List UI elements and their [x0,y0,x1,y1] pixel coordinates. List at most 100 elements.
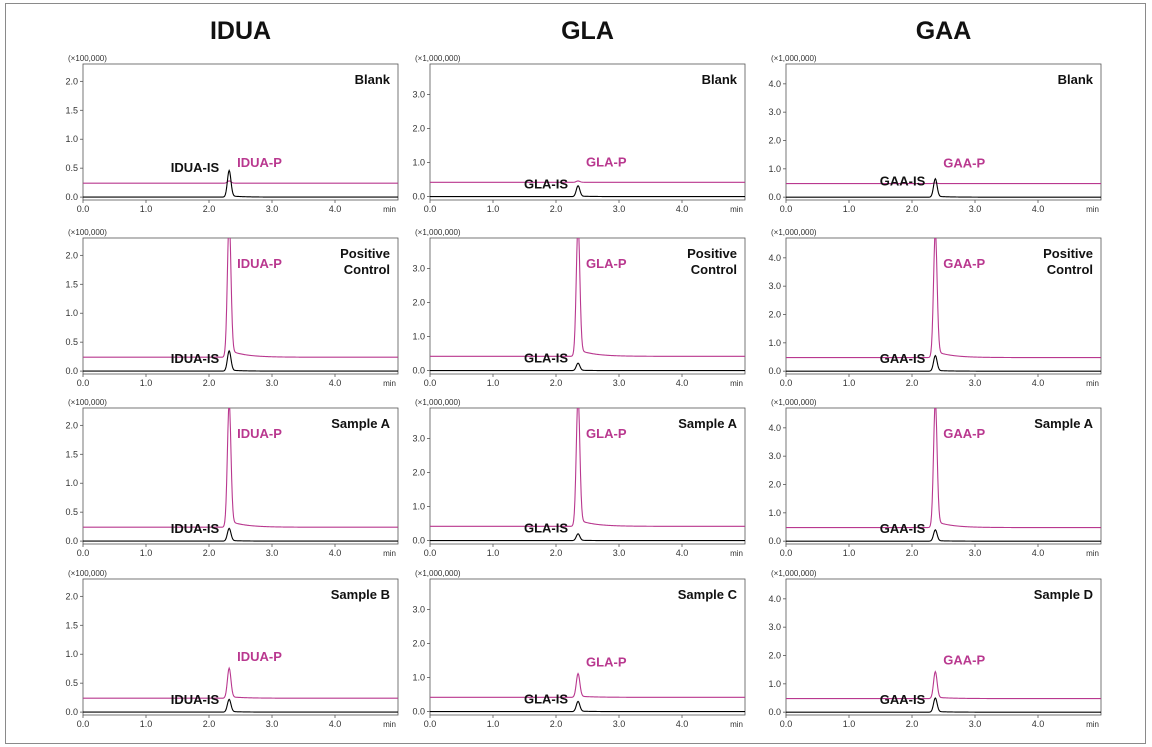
column-title-gaa: GAA [916,17,972,45]
y-tick-label-idua-r2: 1.5 [65,279,78,289]
y-tick-label-gla-r2: 0.0 [412,366,425,376]
x-tick-label-idua-r4: 3.0 [266,719,279,729]
x-tick-label-gaa-r4: 1.0 [843,719,856,729]
series-internal-standard-gla-r1 [430,184,745,198]
y-tick-label-gaa-r1: 0.0 [768,192,781,202]
x-tick-label-gla-r2: 0.0 [424,378,437,388]
y-tick-label-gla-r3: 3.0 [412,434,425,444]
y-tick-label-gla-r4: 3.0 [412,605,425,615]
y-tick-label-gla-r4: 2.0 [412,639,425,649]
condition-label-gla-r3: Sample A [678,416,737,431]
plot-area-gla-r2 [429,237,746,375]
p-peak-label-gla-r1: GLA-P [586,154,627,169]
x-tick-label-gaa-r1: 0.0 [780,204,793,214]
x-unit-gaa-r4: min [1086,720,1099,729]
series-internal-standard-gaa-r3 [786,529,1101,542]
y-tick-label-idua-r4: 0.5 [65,678,78,688]
x-tick-label-gla-r2: 4.0 [676,378,689,388]
x-tick-label-idua-r4: 0.0 [77,719,90,729]
is-peak-label-gla-r2: GLA-IS [524,351,568,366]
condition-label-gla-r2: Positive [687,246,737,261]
x-unit-idua-r2: min [383,379,396,388]
x-tick-label-gla-r3: 1.0 [487,548,500,558]
plot-area-gaa-r1 [785,63,1102,201]
series-product-idua-r3 [83,408,398,528]
y-tick-label-gaa-r4: 1.0 [768,679,781,689]
is-peak-label-gaa-r2: GAA-IS [880,351,926,366]
y-tick-label-gla-r3: 2.0 [412,468,425,478]
is-peak-label-gla-r3: GLA-IS [524,521,568,536]
x-tick-label-gaa-r3: 3.0 [969,548,982,558]
series-internal-standard-gla-r4 [430,700,745,713]
x-unit-gla-r4: min [730,720,743,729]
y-multiplier-gaa-r4: (×1,000,000) [771,569,817,578]
p-peak-label-idua-r2: IDUA-P [237,256,282,271]
x-tick-label-gaa-r1: 1.0 [843,204,856,214]
condition-label-gaa-r2: Positive [1043,246,1093,261]
y-tick-label-idua-r4: 1.0 [65,649,78,659]
x-tick-label-gla-r3: 0.0 [424,548,437,558]
y-tick-label-idua-r2: 1.0 [65,308,78,318]
y-multiplier-idua-r4: (×100,000) [68,569,107,578]
p-peak-label-idua-r4: IDUA-P [237,649,282,664]
y-tick-label-gla-r1: 0.0 [412,192,425,202]
plot-area-idua-r4 [82,578,399,716]
x-tick-label-gla-r4: 3.0 [613,719,626,729]
y-tick-label-gla-r1: 1.0 [412,158,425,168]
series-product-idua-r4 [83,666,398,699]
is-peak-label-idua-r3: IDUA-IS [171,521,220,536]
y-tick-label-gaa-r4: 0.0 [768,707,781,717]
y-tick-label-gla-r4: 1.0 [412,673,425,683]
x-tick-label-idua-r4: 4.0 [329,719,342,729]
x-tick-label-idua-r1: 0.0 [77,204,90,214]
condition-label-gaa-r4: Sample D [1034,587,1093,602]
series-internal-standard-gaa-r1 [786,177,1101,198]
x-tick-label-idua-r2: 3.0 [266,378,279,388]
y-tick-label-idua-r1: 0.5 [65,163,78,173]
y-tick-label-idua-r2: 0.5 [65,337,78,347]
condition-label-gla-r1: Blank [702,72,738,87]
x-tick-label-gla-r4: 2.0 [550,719,563,729]
y-multiplier-idua-r3: (×100,000) [68,398,107,407]
x-tick-label-gla-r3: 2.0 [550,548,563,558]
y-multiplier-gla-r1: (×1,000,000) [415,54,461,63]
x-tick-label-gaa-r3: 0.0 [780,548,793,558]
x-unit-gaa-r3: min [1086,549,1099,558]
p-peak-label-idua-r3: IDUA-P [237,426,282,441]
x-tick-label-idua-r3: 3.0 [266,548,279,558]
series-internal-standard-idua-r3 [83,527,398,542]
condition-label-gaa-r1: Blank [1058,72,1094,87]
plot-area-gla-r3 [429,407,746,545]
y-tick-label-idua-r1: 1.5 [65,105,78,115]
x-tick-label-gla-r1: 4.0 [676,204,689,214]
x-tick-label-gaa-r2: 3.0 [969,378,982,388]
x-tick-label-idua-r2: 2.0 [203,378,216,388]
series-product-gaa-r4 [786,670,1101,700]
y-tick-label-gaa-r2: 3.0 [768,281,781,291]
y-multiplier-gla-r2: (×1,000,000) [415,228,461,237]
x-tick-label-gla-r4: 0.0 [424,719,437,729]
x-tick-label-gaa-r3: 1.0 [843,548,856,558]
x-tick-label-idua-r1: 4.0 [329,204,342,214]
y-tick-label-idua-r4: 0.0 [65,707,78,717]
y-tick-label-gaa-r2: 2.0 [768,310,781,320]
x-unit-gaa-r1: min [1086,205,1099,214]
series-internal-standard-gla-r2 [430,362,745,372]
x-tick-label-gla-r1: 0.0 [424,204,437,214]
y-multiplier-gaa-r1: (×1,000,000) [771,54,817,63]
plot-area-gaa-r4 [785,578,1102,716]
series-internal-standard-gaa-r2 [786,354,1101,372]
p-peak-label-gla-r4: GLA-P [586,655,627,670]
x-tick-label-idua-r3: 2.0 [203,548,216,558]
y-tick-label-gaa-r3: 3.0 [768,451,781,461]
x-tick-label-gaa-r4: 4.0 [1032,719,1045,729]
p-peak-label-gla-r3: GLA-P [586,426,627,441]
condition-label-gaa-r3: Sample A [1034,416,1093,431]
y-tick-label-gaa-r1: 2.0 [768,136,781,146]
series-product-gla-r2 [430,238,745,357]
x-unit-gla-r3: min [730,549,743,558]
x-tick-label-gaa-r2: 0.0 [780,378,793,388]
x-tick-label-idua-r1: 1.0 [140,204,153,214]
y-tick-label-idua-r3: 0.5 [65,507,78,517]
y-tick-label-idua-r3: 1.5 [65,449,78,459]
